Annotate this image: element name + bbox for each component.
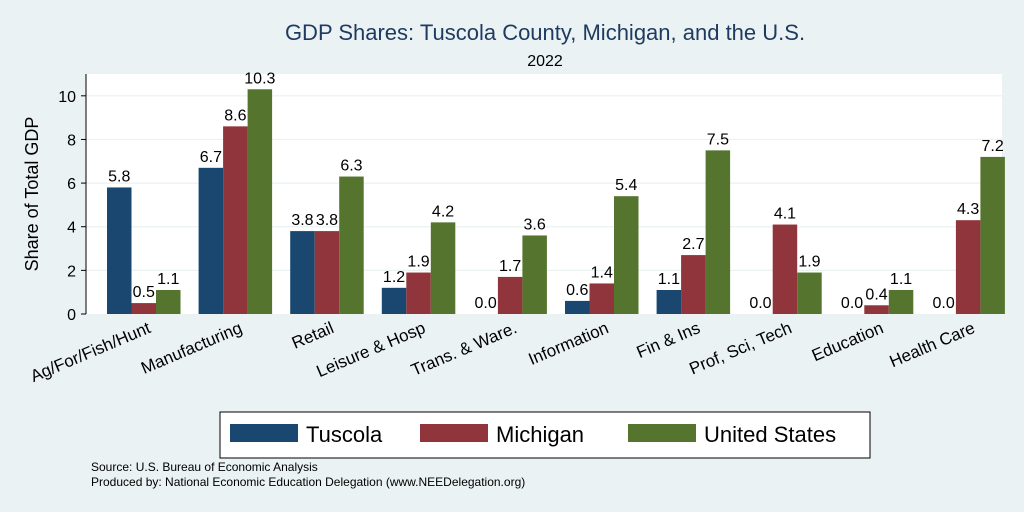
bar-michigan	[223, 126, 248, 314]
bars	[107, 89, 1005, 314]
x-tick-label: Information	[526, 318, 612, 369]
bar-united-states	[339, 176, 364, 314]
x-tick-label: Education	[809, 318, 886, 365]
y-tick-label: 4	[67, 220, 76, 237]
data-label: 0.0	[841, 295, 863, 312]
bar-united-states	[705, 150, 731, 314]
producer-note: Produced by: National Economic Education…	[91, 475, 526, 489]
data-label: 0.4	[865, 286, 887, 303]
data-label: 5.8	[108, 168, 130, 185]
data-label: 1.9	[798, 254, 820, 271]
y-tick-label: 0	[67, 307, 76, 324]
data-label: 4.3	[957, 201, 979, 218]
data-label: 4.2	[432, 203, 454, 220]
data-label: 1.7	[499, 258, 521, 275]
data-label: 0.6	[566, 282, 588, 299]
legend-swatch	[420, 424, 488, 442]
bar-michigan	[955, 220, 981, 314]
bar-michigan	[314, 231, 340, 314]
data-label: 6.3	[340, 158, 362, 175]
data-label: 2.7	[682, 236, 704, 253]
chart-title: GDP Shares: Tuscola County, Michigan, an…	[285, 20, 805, 45]
x-tick-label: Ag/For/Fish/Hunt	[28, 318, 154, 386]
data-label: 1.1	[890, 271, 912, 288]
data-label: 7.5	[707, 131, 729, 148]
bar-united-states	[247, 89, 273, 314]
bar-michigan	[864, 305, 889, 314]
data-label: 3.8	[291, 212, 313, 229]
bar-michigan	[406, 272, 431, 314]
data-label: 1.4	[591, 264, 613, 281]
legend-label: United States	[704, 422, 836, 447]
bar-michigan	[772, 224, 798, 314]
footer: Source: U.S. Bureau of Economic Analysis…	[91, 460, 525, 490]
legend-items: Tuscola Michigan United States	[230, 422, 836, 447]
bar-united-states	[430, 222, 456, 314]
x-tick-label: Health Care	[887, 318, 978, 371]
data-label: 1.1	[157, 271, 179, 288]
bar-tuscola	[290, 231, 315, 314]
bar-tuscola	[656, 290, 682, 314]
y-tick-label: 10	[58, 89, 76, 106]
legend-label: Tuscola	[306, 422, 383, 447]
y-tick-label: 2	[67, 263, 76, 280]
x-tick-label: Retail	[289, 318, 336, 352]
bar-tuscola	[565, 300, 590, 314]
bar-united-states	[614, 196, 639, 314]
data-label: 7.2	[982, 138, 1004, 155]
legend-box	[219, 411, 871, 459]
data-label: 0.0	[933, 295, 955, 312]
data-label: 8.6	[224, 107, 246, 124]
bar-tuscola	[198, 167, 224, 314]
data-label: 10.3	[244, 70, 275, 87]
bar-united-states	[522, 235, 547, 314]
data-label: 1.9	[407, 254, 429, 271]
value-labels: 5.80.51.16.78.610.33.8 3.86.31.21.94.20.0…	[108, 70, 1004, 312]
x-tick-label: Trans. & Ware.	[408, 318, 519, 380]
bar-michigan	[589, 283, 614, 314]
data-label: 3.6	[524, 216, 546, 233]
bar-michigan	[131, 303, 156, 314]
legend-swatch	[628, 424, 696, 442]
data-label: 1.1	[658, 271, 680, 288]
x-tick-label: Manufacturing	[138, 318, 245, 378]
data-label: 0.0	[475, 295, 497, 312]
legend-swatch	[230, 424, 298, 442]
x-tick-label: Prof, Sci, Tech	[686, 318, 794, 378]
source-note: Source: U.S. Bureau of Economic Analysis	[91, 460, 318, 474]
data-label: 4.1	[774, 206, 796, 223]
y-tick-label: 8	[67, 132, 76, 149]
legend-label: Michigan	[496, 422, 584, 447]
legend: Tuscola Michigan United States	[219, 411, 871, 459]
bar-united-states	[888, 290, 914, 314]
bar-united-states	[797, 272, 822, 314]
chart-subtitle: 2022	[527, 53, 563, 70]
bar-tuscola	[381, 287, 407, 314]
bar-michigan	[497, 276, 523, 314]
data-label: 5.4	[615, 177, 637, 194]
bar-united-states	[980, 156, 1005, 314]
bar-tuscola	[107, 187, 132, 314]
bar-michigan	[681, 255, 706, 314]
data-label: 1.2	[383, 269, 405, 286]
bar-united-states	[156, 290, 181, 314]
data-label: 0.5	[133, 284, 155, 301]
x-tick-label: Fin & Ins	[634, 318, 703, 362]
data-label: 3.8	[316, 212, 338, 229]
y-axis-title: Share of Total GDP	[22, 117, 42, 272]
y-tick-label: 6	[67, 176, 76, 193]
y-axis-ticks: 0 2 4 6 8 10	[58, 89, 86, 324]
data-label: 0.0	[749, 295, 771, 312]
data-label: 6.7	[200, 149, 222, 166]
